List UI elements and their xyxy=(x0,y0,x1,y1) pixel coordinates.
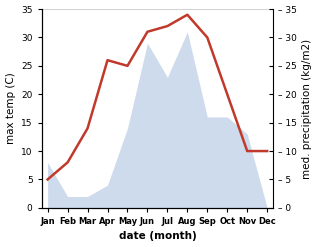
Y-axis label: med. precipitation (kg/m2): med. precipitation (kg/m2) xyxy=(302,38,313,179)
X-axis label: date (month): date (month) xyxy=(119,231,196,242)
Y-axis label: max temp (C): max temp (C) xyxy=(5,73,16,144)
